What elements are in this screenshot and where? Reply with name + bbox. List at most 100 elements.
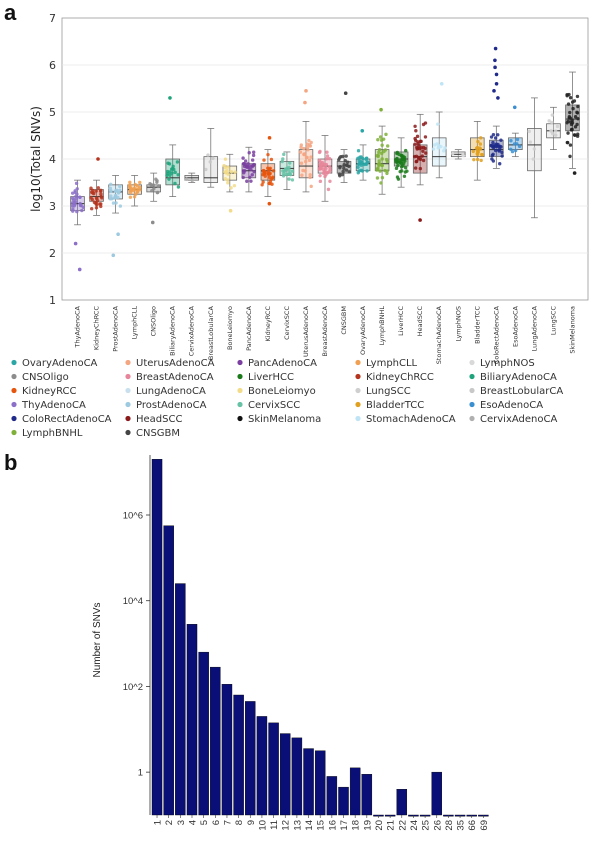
- data-point: [287, 172, 291, 176]
- box-LungAdenoCA: [527, 97, 542, 219]
- legend-label: LymphBNHL: [22, 428, 83, 439]
- data-point: [399, 165, 404, 169]
- legend-dot: [11, 387, 17, 394]
- category-label: CNSGBM: [340, 306, 348, 335]
- y-tick-label: 6: [49, 59, 56, 72]
- data-point: [251, 153, 256, 158]
- legend-label: BreastLobularCA: [480, 386, 563, 397]
- data-point: [305, 145, 310, 149]
- data-point: [78, 201, 82, 206]
- box-plot-y-axis-label: log10(Total SNVs): [29, 106, 43, 212]
- legend-dot: [125, 429, 131, 436]
- data-point: [342, 166, 346, 171]
- data-point: [318, 164, 323, 169]
- data-point: [566, 102, 571, 106]
- data-point: [248, 175, 252, 179]
- data-point: [280, 159, 284, 164]
- data-point: [424, 151, 428, 155]
- data-point: [497, 149, 501, 153]
- data-point: [378, 169, 382, 173]
- legend-dot: [11, 373, 17, 380]
- data-point: [324, 162, 329, 167]
- data-point: [309, 155, 313, 159]
- data-point: [317, 150, 322, 155]
- data-point: [382, 149, 386, 154]
- legend-label: BladderTCC: [366, 400, 424, 411]
- data-point: [398, 161, 402, 165]
- bar: [233, 694, 244, 816]
- bar: [221, 684, 233, 816]
- bar: [303, 748, 314, 816]
- data-point: [394, 160, 398, 164]
- legend-dot: [469, 359, 475, 366]
- data-point: [575, 122, 579, 127]
- legend-dot: [11, 429, 17, 436]
- legend-item: ColoRectAdenoCA: [11, 414, 112, 425]
- data-point: [156, 184, 161, 188]
- data-point: [80, 208, 84, 213]
- data-point: [173, 170, 177, 175]
- category-label: StomachAdenoCA: [435, 305, 443, 364]
- data-point: [317, 158, 322, 162]
- data-point: [402, 174, 407, 178]
- data-point: [306, 148, 310, 152]
- box-StomachAdenoCA: [431, 82, 447, 179]
- data-point: [394, 166, 399, 171]
- data-point: [568, 96, 573, 100]
- data-point: [156, 190, 160, 195]
- data-point: [385, 144, 390, 148]
- legend-item: CervixSCC: [237, 400, 300, 411]
- data-point: [376, 138, 380, 142]
- data-point: [364, 162, 369, 166]
- bar-chart-y-ticks: 1 10^2 10^4 10^6: [123, 511, 150, 779]
- legend-label: HeadSCC: [136, 414, 182, 425]
- data-point: [290, 169, 295, 173]
- box-CervixSCC: [279, 151, 295, 190]
- data-point: [344, 154, 348, 158]
- x-tick-label: 11: [269, 820, 280, 830]
- data-point: [98, 189, 103, 194]
- box-BreastLobularCA: [203, 128, 219, 188]
- data-point: [70, 196, 75, 200]
- outlier-point: [304, 89, 308, 93]
- data-point: [376, 153, 380, 157]
- data-point: [380, 163, 384, 167]
- x-tick-label: 7: [222, 820, 233, 825]
- box-UterusAdenoCA: [298, 89, 314, 193]
- category-label: LymphBNHL: [378, 306, 386, 346]
- data-point: [307, 158, 312, 163]
- data-point: [491, 140, 495, 145]
- y-tick-label: 5: [49, 106, 56, 119]
- data-point: [400, 157, 404, 162]
- outlier-point: [228, 208, 233, 213]
- data-point: [327, 165, 332, 169]
- data-point: [303, 159, 308, 164]
- data-point: [572, 99, 577, 103]
- x-tick-label: 69: [479, 820, 490, 831]
- data-point: [419, 139, 423, 144]
- data-point: [413, 142, 417, 146]
- data-point: [495, 144, 500, 148]
- data-point: [493, 148, 498, 153]
- legend-item: BiliaryAdenoCA: [469, 372, 557, 383]
- bar: [326, 776, 338, 816]
- data-point: [443, 146, 447, 150]
- data-point: [309, 140, 313, 145]
- data-point: [233, 170, 237, 174]
- y-tick-label: 10^4: [123, 596, 143, 607]
- data-point: [77, 195, 82, 199]
- legend-dot: [125, 373, 131, 380]
- legend-item: CNSOligo: [11, 372, 69, 383]
- outlier-point: [493, 58, 497, 63]
- data-point: [436, 122, 440, 126]
- y-tick-label: 2: [49, 247, 56, 260]
- data-point: [302, 152, 307, 156]
- data-point: [270, 182, 274, 186]
- legend-item: EsoAdenoCA: [469, 400, 543, 411]
- data-point: [377, 150, 381, 154]
- data-point: [172, 167, 176, 172]
- data-point: [94, 206, 99, 210]
- data-point: [302, 146, 306, 151]
- data-point: [412, 154, 417, 159]
- data-point: [250, 158, 255, 162]
